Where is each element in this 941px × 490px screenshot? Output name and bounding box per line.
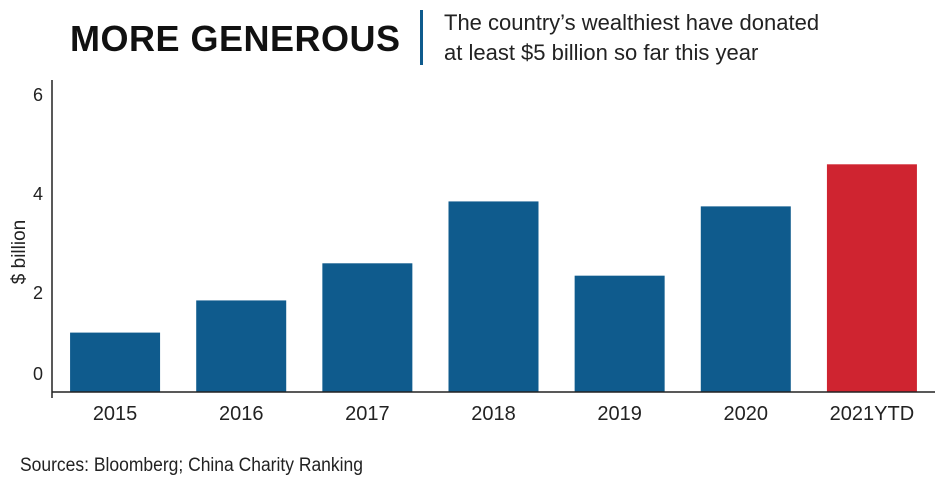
subtitle-line-2: at least $5 billion so far this year [444,40,759,65]
bar-2017 [322,263,413,392]
bar-2021ytd [826,164,917,392]
title-divider [420,10,423,65]
bar-2015 [70,332,161,392]
bar-2019 [574,275,665,392]
x-tick-label-2019: 2019 [597,403,642,425]
source-note: Sources: Bloomberg; China Charity Rankin… [20,455,363,476]
y-axis-title: $ billion [9,220,30,284]
bar-2016 [196,300,287,392]
x-tick-label-2020: 2020 [724,403,769,425]
x-tick-label-2021ytd: 2021YTD [830,403,915,425]
subtitle-line-1: The country’s wealthiest have donated [444,10,820,35]
y-tick-label-6: 6 [33,85,43,105]
y-tick-label-2: 2 [33,283,43,303]
y-tick-labels: 0 2 4 6 [33,85,43,384]
chart-title: MORE GENEROUS [70,18,401,59]
x-tick-label-2018: 2018 [471,403,516,425]
x-tick-label-2016: 2016 [219,403,264,425]
x-tick-label-2015: 2015 [93,403,138,425]
bar-2020 [700,206,791,392]
y-tick-label-0: 0 [33,364,43,384]
x-tick-label-2017: 2017 [345,403,390,425]
x-tick-labels: 2015 2016 2017 2018 2019 2020 2021YTD [93,403,914,425]
bar-2018 [448,201,539,392]
axes-group [51,80,935,398]
y-tick-label-4: 4 [33,184,43,204]
chart-subtitle: The country’s wealthiest have donated at… [444,8,924,68]
chart-header: MORE GENEROUS The country’s wealthiest h… [0,0,941,76]
bars-group [70,164,917,392]
bar-chart: 2015 2016 2017 2018 2019 2020 2021YTD 0 2 4 6 $ b… [9,80,935,425]
